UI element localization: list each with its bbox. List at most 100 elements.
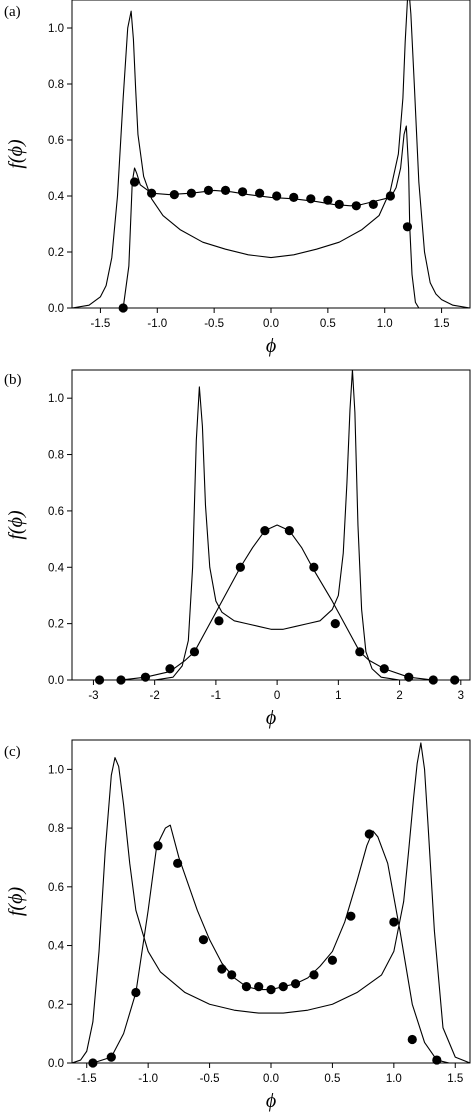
x-tick-label-c: -1.5 — [77, 1073, 97, 1085]
x-tick-label-a: -1.0 — [147, 318, 167, 330]
y-tick-label-b: 0.2 — [48, 619, 64, 631]
series-line-b-2 — [72, 524, 470, 680]
x-tick-label-a: 0.0 — [263, 318, 279, 330]
data-point-a — [169, 190, 179, 200]
y-tick-label-b: 0.4 — [48, 562, 65, 574]
y-tick-label-c: 0.6 — [48, 882, 64, 894]
data-point-b — [94, 675, 105, 685]
data-point-b — [235, 562, 245, 572]
data-point-c — [217, 964, 227, 974]
series-line-c-1 — [72, 742, 470, 1063]
panel-a: (a) -1.5 -1.0 -0.5 0.0 0.5 1.0 1.5 0.0 0.2 0.4 0.6 0… — [4, 0, 471, 357]
data-point-a — [237, 187, 248, 197]
data-point-b — [450, 675, 460, 685]
x-tick-label-c: 0.5 — [324, 1073, 340, 1085]
series-line-b-1 — [72, 370, 470, 680]
y-tick-label-c: 0.0 — [48, 1058, 64, 1070]
data-point-b — [140, 672, 151, 682]
data-point-b — [260, 526, 270, 536]
data-point-c — [432, 1055, 442, 1065]
y-tick-label-a: 0.8 — [48, 79, 64, 91]
x-tick-label-c: -0.5 — [200, 1073, 220, 1085]
panel-label-c: (c) — [4, 744, 21, 760]
x-tick-label-b: -3 — [88, 690, 98, 702]
x-axis-label-b: ϕ — [266, 707, 276, 729]
panel-b: (b) -3 -2 -1 0 1 2 3 0.0 0.2 0.4 0.6 0.8 1.0 ϕ f(ϕ) — [4, 369, 471, 729]
series-line-a-2 — [72, 125, 470, 308]
data-point-c — [407, 1034, 417, 1045]
x-tick-label-b: 0 — [274, 690, 280, 702]
y-tick-label-a: 0.6 — [48, 135, 64, 147]
x-tick-label-c: -1.0 — [138, 1073, 158, 1085]
y-axis-label-a: f(ϕ) — [5, 139, 27, 169]
x-tick-label-b: 3 — [458, 690, 464, 702]
data-point-c — [254, 982, 264, 992]
x-tick-label-a: 0.5 — [320, 318, 336, 330]
data-point-c — [290, 979, 301, 989]
y-tick-label-b: 0.0 — [48, 675, 64, 687]
x-tick-label-c: 1.0 — [386, 1073, 402, 1085]
y-tick-label-a: 0.4 — [48, 191, 65, 203]
data-point-b — [189, 647, 200, 657]
x-tick-label-a: -1.5 — [91, 318, 111, 330]
data-point-a — [186, 188, 196, 198]
data-point-b — [404, 672, 414, 682]
data-point-a — [289, 192, 299, 202]
y-tick-label-c: 0.4 — [48, 941, 65, 953]
data-point-a — [272, 191, 282, 201]
panel-label-b: (b) — [4, 372, 22, 388]
data-point-c — [173, 858, 183, 868]
data-point-a — [402, 222, 413, 232]
data-point-b — [379, 664, 389, 674]
plot-frame-b — [71, 369, 471, 681]
data-point-a — [147, 188, 157, 198]
plot-frame-c — [71, 739, 471, 1064]
x-tick-label-b: 2 — [396, 690, 402, 702]
data-point-a — [129, 177, 140, 187]
series-line-c-2 — [72, 824, 470, 1063]
y-tick-label-c: 0.2 — [48, 999, 64, 1011]
data-point-a — [220, 185, 231, 195]
data-point-b — [428, 675, 438, 685]
data-point-a — [306, 194, 316, 204]
y-tick-label-a: 0.0 — [48, 303, 64, 315]
y-tick-label-c: 1.0 — [48, 764, 64, 776]
data-point-a — [334, 199, 344, 209]
x-axis-label-c: ϕ — [266, 1090, 276, 1112]
data-point-c — [266, 984, 276, 995]
x-tick-label-c: 1.5 — [447, 1073, 463, 1085]
x-tick-label-a: 1.5 — [434, 318, 450, 330]
x-tick-label-a: -0.5 — [204, 318, 224, 330]
data-point-c — [364, 829, 374, 839]
data-point-a — [368, 199, 378, 209]
data-point-a — [255, 188, 265, 198]
series-line-a-1 — [72, 0, 470, 308]
data-point-b — [214, 616, 224, 626]
y-tick-label-b: 0.8 — [48, 450, 64, 462]
data-point-c — [198, 935, 209, 945]
x-tick-label-b: 1 — [335, 690, 341, 702]
data-point-c — [88, 1058, 98, 1068]
y-axis-label-b: f(ϕ) — [5, 510, 27, 540]
x-tick-label-b: -1 — [211, 690, 221, 702]
y-tick-label-b: 1.0 — [48, 393, 64, 405]
x-axis-label-a: ϕ — [266, 335, 276, 357]
data-point-c — [278, 982, 288, 992]
x-tick-label-c: 0.0 — [263, 1073, 279, 1085]
y-tick-label-b: 0.6 — [48, 506, 64, 518]
y-tick-label-a: 0.2 — [48, 247, 64, 259]
data-point-a — [323, 195, 333, 205]
data-point-b — [165, 664, 175, 674]
data-point-b — [309, 562, 319, 572]
y-axis-label-c: f(ϕ) — [5, 887, 27, 917]
data-point-a — [351, 201, 361, 211]
y-tick-label-c: 0.8 — [48, 823, 64, 835]
data-point-c — [106, 1052, 116, 1062]
data-point-c — [131, 987, 141, 998]
data-point-b — [330, 619, 340, 629]
plot-frame-a — [71, 0, 471, 309]
panel-c: (c) -1.5 -1.0 -0.5 0.0 0.5 1.0 1.5 0.0 0.2 0.4 0.6 0… — [4, 739, 471, 1112]
data-point-b — [284, 526, 294, 536]
data-point-a — [385, 191, 395, 201]
